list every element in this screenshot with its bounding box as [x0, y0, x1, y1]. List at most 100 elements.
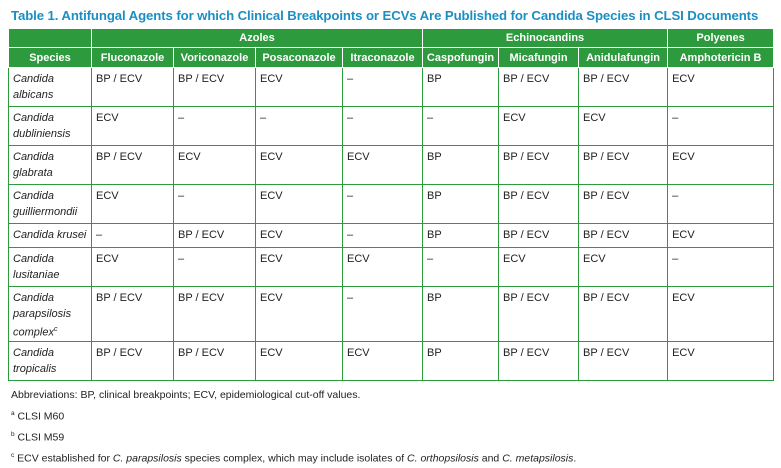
table-row: Candida dubliniensis ECV – – – – ECV ECV… [8, 106, 775, 146]
value-cell: BP / ECV [498, 67, 580, 107]
value-cell: BP / ECV [498, 145, 580, 185]
value-cell: – [667, 106, 775, 146]
value-cell: ECV [341, 145, 424, 185]
value-cell: ECV [255, 286, 343, 342]
footnote-a-text: CLSI M60 [17, 410, 65, 422]
abbreviations-note: Abbreviations: BP, clinical breakpoints;… [11, 389, 361, 401]
value-cell: – [341, 286, 424, 342]
value-cell: ECV [667, 286, 775, 342]
value-cell: BP / ECV [498, 223, 580, 248]
value-cell: – [173, 184, 256, 224]
value-cell: BP [422, 184, 500, 224]
species-cell: Candida albicans [8, 67, 92, 107]
value-cell: – [341, 184, 424, 224]
species-cell: Candida krusei [8, 223, 92, 248]
table-row: Candida krusei – BP / ECV ECV – BP BP / … [8, 223, 775, 248]
document: Table 1. Antifungal Agents for which Cli… [8, 7, 775, 468]
value-cell: ECV [667, 67, 775, 107]
column-header-micafungin: Micafungin [498, 47, 580, 68]
value-cell: – [91, 223, 174, 248]
value-cell: ECV [578, 106, 669, 146]
footnote-a-marker: a [11, 409, 15, 417]
value-cell: ECV [667, 145, 775, 185]
value-cell: ECV [255, 341, 343, 381]
footnote-c-species-3: C. metapsilosis [502, 452, 574, 464]
value-cell: ECV [498, 106, 580, 146]
column-header-row: Species Fluconazole Voriconazole Posacon… [8, 47, 775, 68]
species-name: Candida parapsilosis complex [13, 292, 72, 339]
species-cell: Candida tropicalis [8, 341, 92, 381]
value-cell: BP [422, 223, 500, 248]
column-header-amphotericin-b: Amphotericin B [667, 47, 775, 68]
value-cell: ECV [255, 145, 343, 185]
value-cell: ECV [255, 247, 343, 287]
table-notes: Abbreviations: BP, clinical breakpoints;… [11, 386, 773, 468]
column-header-itraconazole: Itraconazole [341, 47, 424, 68]
column-header-species: Species [8, 47, 92, 68]
footnote-b-text: CLSI M59 [17, 431, 65, 443]
column-header-anidulafungin: Anidulafungin [578, 47, 669, 68]
value-cell: BP / ECV [498, 184, 580, 224]
value-cell: BP / ECV [91, 286, 174, 342]
column-header-caspofungin: Caspofungin [422, 47, 500, 68]
value-cell: BP / ECV [578, 145, 669, 185]
table-row: Candida tropicalis BP / ECV BP / ECV ECV… [8, 341, 775, 381]
value-cell: ECV [91, 247, 174, 287]
footnote-c: c ECV established for C. parapsilosis sp… [11, 447, 773, 468]
table-row: Candida albicans BP / ECV BP / ECV ECV –… [8, 67, 775, 107]
value-cell: BP / ECV [578, 286, 669, 342]
value-cell: – [422, 247, 500, 287]
value-cell: ECV [341, 341, 424, 381]
value-cell: – [667, 247, 775, 287]
value-cell: ECV [498, 247, 580, 287]
value-cell: – [667, 184, 775, 224]
value-cell: – [173, 247, 256, 287]
footnote-b: b CLSI M59 [11, 426, 773, 447]
value-cell: BP / ECV [173, 223, 256, 248]
value-cell: BP / ECV [578, 341, 669, 381]
value-cell: BP / ECV [173, 67, 256, 107]
value-cell: – [341, 106, 424, 146]
value-cell: – [255, 106, 343, 146]
species-cell: Candida dubliniensis [8, 106, 92, 146]
value-cell: BP / ECV [578, 67, 669, 107]
value-cell: BP / ECV [91, 67, 174, 107]
value-cell: – [341, 67, 424, 107]
value-cell: BP / ECV [578, 184, 669, 224]
value-cell: ECV [91, 106, 174, 146]
value-cell: BP / ECV [498, 341, 580, 381]
footnote-marker: c [53, 326, 58, 333]
value-cell: ECV [91, 184, 174, 224]
value-cell: ECV [255, 223, 343, 248]
value-cell: – [173, 106, 256, 146]
footnote-b-marker: b [11, 430, 15, 438]
group-header-row: Azoles Echinocandins Polyenes [8, 28, 775, 48]
table-row: Candida guilliermondii ECV – ECV – BP BP… [8, 184, 775, 224]
value-cell: ECV [667, 341, 775, 381]
group-header-polyenes: Polyenes [667, 28, 775, 48]
table-row: Candida lusitaniae ECV – ECV ECV – ECV E… [8, 247, 775, 287]
column-header-fluconazole: Fluconazole [91, 47, 174, 68]
value-cell: ECV [255, 184, 343, 224]
value-cell: ECV [578, 247, 669, 287]
value-cell: BP / ECV [578, 223, 669, 248]
value-cell: ECV [255, 67, 343, 107]
value-cell: BP / ECV [498, 286, 580, 342]
footnote-a: a CLSI M60 [11, 405, 773, 426]
value-cell: BP / ECV [173, 341, 256, 381]
value-cell: BP / ECV [91, 341, 174, 381]
antifungal-table: Azoles Echinocandins Polyenes Species Fl… [8, 28, 775, 381]
species-cell: Candida guilliermondii [8, 184, 92, 224]
group-header-echinocandins: Echinocandins [422, 28, 669, 48]
value-cell: BP [422, 145, 500, 185]
value-cell: ECV [173, 145, 256, 185]
value-cell: ECV [341, 247, 424, 287]
table-row: Candida parapsilosis complexc BP / ECV B… [8, 286, 775, 342]
footnote-c-text-1: ECV established for [17, 452, 113, 464]
footnote-c-text-3: species complex, which may include isola… [181, 452, 408, 464]
value-cell: BP [422, 341, 500, 381]
column-header-voriconazole: Voriconazole [173, 47, 256, 68]
footnote-c-text-7: . [573, 452, 577, 464]
value-cell: BP / ECV [91, 145, 174, 185]
group-header-azoles: Azoles [90, 28, 424, 48]
